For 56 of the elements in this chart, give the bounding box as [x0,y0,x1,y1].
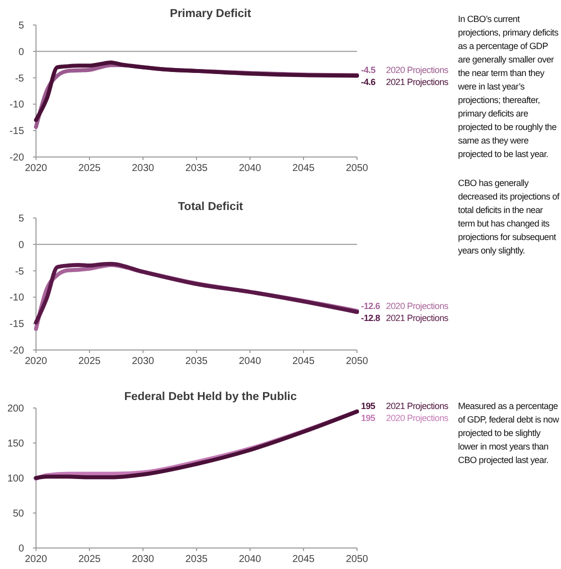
x-tick-label: 2020 [24,356,48,367]
chart-title: Federal Debt Held by the Public [124,391,298,403]
y-tick-label: 100 [7,474,24,484]
x-tick-label: 2030 [132,554,155,565]
x-tick-label: 2050 [346,356,369,367]
x-tick-label: 2025 [78,356,102,367]
x-tick-label: 2020 [24,163,48,174]
y-tick-label: 0 [18,240,24,251]
y-tick-label: 0 [18,544,24,554]
x-tick-label: 2040 [238,163,262,174]
y-tick-label: 150 [7,438,24,450]
x-tick-label: 2035 [185,163,208,174]
x-tick-label: 2025 [78,163,102,174]
chart-title: Primary Deficit [170,8,252,20]
x-tick-label: 2035 [185,554,208,565]
text: 2021 Projections [386,312,450,323]
y-tick-label: -15 [10,319,24,330]
y-tick-label: -10 [10,292,24,304]
y-tick-label: -20 [10,152,24,164]
y-tick-label: 0 [18,46,24,58]
data-label: -12.8 [361,312,380,323]
text: 2021 Projections [386,76,450,87]
y-tick-label: -5 [15,73,24,84]
x-tick-label: 2050 [346,163,369,174]
data-label: -12.6 [361,300,380,311]
y-tick-label: -15 [10,126,24,138]
text: CBO has generally decreased its projections of total deficits in the near term but has changed its projections for subsequent years only slightly. [458,178,560,256]
y-tick-label: 5 [18,20,24,32]
text: 2020 Projections [386,64,450,75]
x-tick-label: 2030 [132,163,155,174]
data-label: -4.6 [361,76,376,87]
y-tick-label: -10 [10,100,24,111]
x-tick-label: 2040 [238,554,262,565]
x-tick-label: 2045 [292,163,316,174]
y-tick-label: 5 [18,214,24,224]
x-tick-label: 2030 [132,356,155,367]
text: In CBO’s current projections, primary deficits as a percentage of GDP are generally smaller over the near term than they were in last year’s projections; thereafter, primary deficits are projected to be roughly the same as they were projected to be last year. [458,14,558,159]
x-tick-label: 2020 [24,554,48,565]
data-label: -4.5 [361,64,376,75]
chart-title: Total Deficit [178,201,244,213]
text: 2020 Projections [386,413,450,423]
x-tick-label: 2050 [346,554,369,565]
text: Measured as a percentage of GDP, federal debt is now projected to be slightly lower in most years than CBO projected last year. [458,401,560,465]
y-tick-label: -5 [15,266,24,278]
x-tick-label: 2025 [78,554,102,565]
x-tick-label: 2045 [292,356,316,367]
y-tick-label: 50 [12,508,24,520]
text: 2021 Projections [386,401,450,411]
data-label: 195 [361,401,376,411]
y-tick-label: -20 [10,346,24,356]
x-tick-label: 2045 [292,554,316,565]
y-tick-label: 200 [7,404,24,414]
data-label: 195 [361,413,376,423]
x-tick-label: 2035 [185,356,208,367]
x-tick-label: 2040 [238,356,262,367]
text: 2020 Projections [386,300,450,311]
